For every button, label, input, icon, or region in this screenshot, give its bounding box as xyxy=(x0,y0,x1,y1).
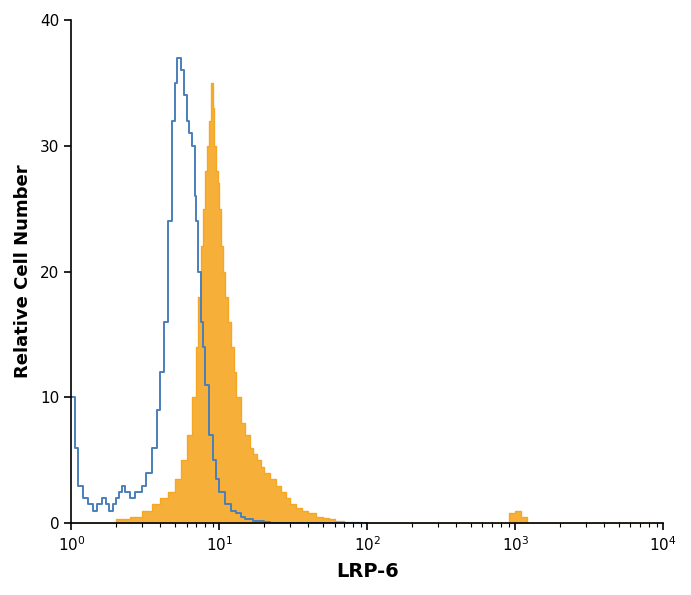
Y-axis label: Relative Cell Number: Relative Cell Number xyxy=(14,165,32,378)
X-axis label: LRP-6: LRP-6 xyxy=(336,562,399,581)
